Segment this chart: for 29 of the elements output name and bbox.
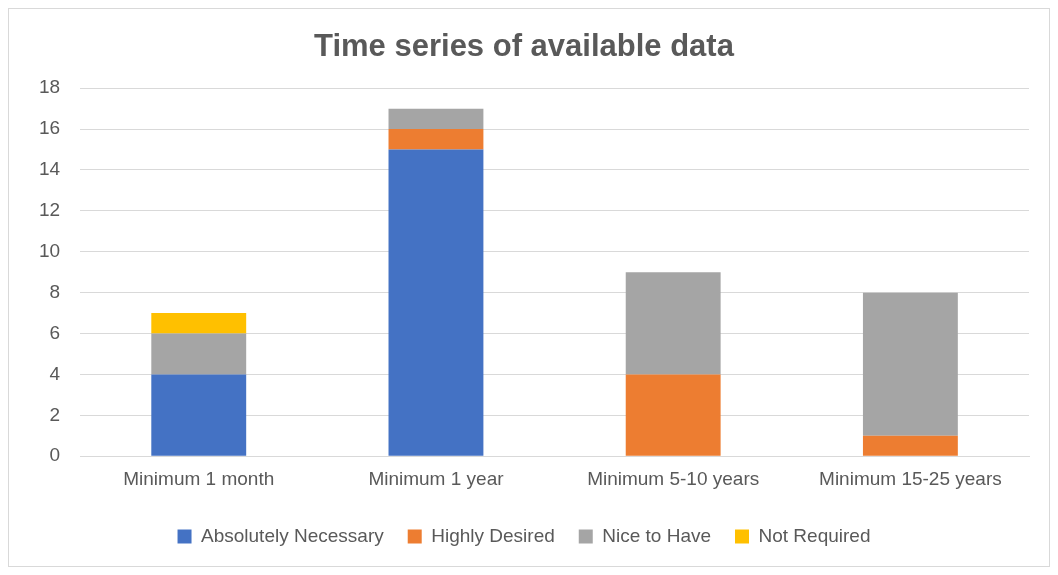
y-tick-label: 18 xyxy=(38,76,61,98)
y-tick-label: 10 xyxy=(38,239,61,261)
x-tick-label: Minimum 1 month xyxy=(123,467,275,489)
bar xyxy=(151,313,247,334)
y-tick-label: 8 xyxy=(49,280,61,302)
bar xyxy=(625,272,721,375)
bar xyxy=(388,108,484,130)
y-tick-label: 12 xyxy=(38,199,61,221)
legend-label: Not Required xyxy=(758,524,871,546)
x-tick-label: Minimum 5-10 years xyxy=(587,467,760,489)
bar xyxy=(862,435,958,456)
y-tick-label: 14 xyxy=(38,158,61,180)
legend-label: Highly Desired xyxy=(431,524,555,546)
y-tick-label: 4 xyxy=(49,362,61,384)
bar xyxy=(388,129,484,150)
y-tick-label: 6 xyxy=(49,321,61,343)
bar xyxy=(625,374,721,456)
y-tick-label: 16 xyxy=(38,117,61,139)
chart-title: Time series of available data xyxy=(314,28,735,64)
legend-label: Absolutely Necessary xyxy=(201,524,385,546)
x-tick-label: Minimum 1 year xyxy=(368,467,505,489)
y-tick-label: 2 xyxy=(49,403,61,425)
bar xyxy=(151,374,247,456)
bar xyxy=(388,149,484,456)
y-tick-label: 0 xyxy=(49,444,61,466)
x-tick-label: Minimum 15-25 years xyxy=(819,467,1002,489)
legend-label: Nice to Have xyxy=(602,524,712,546)
bar xyxy=(151,333,247,375)
bar xyxy=(862,292,958,436)
